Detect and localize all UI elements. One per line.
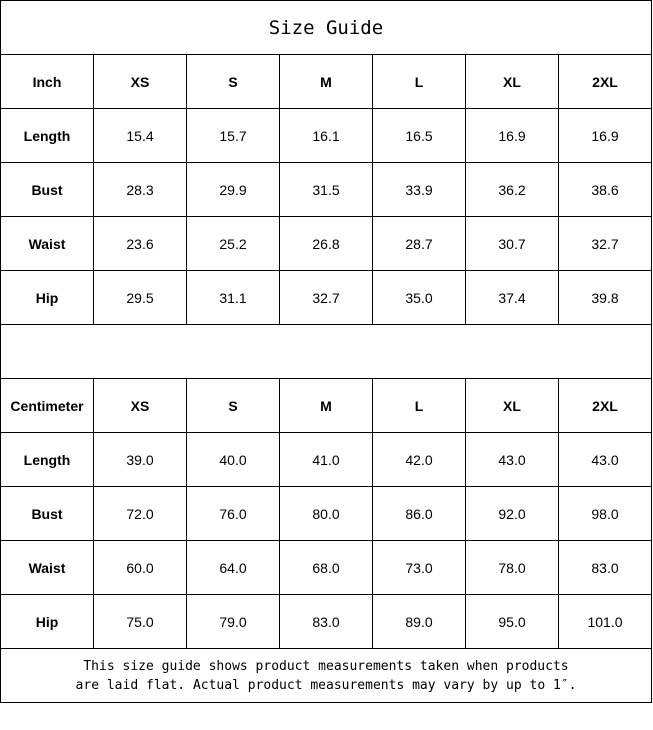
size-header: L: [372, 378, 466, 433]
table-row: Hip 29.5 31.1 32.7 35.0 37.4 39.8: [0, 270, 652, 325]
size-header: XS: [93, 378, 187, 433]
measurement-value: 29.5: [93, 270, 187, 325]
measurement-value: 83.0: [279, 594, 373, 649]
measurement-label: Waist: [0, 216, 94, 271]
centimeter-header-row: Centimeter XS S M L XL 2XL: [0, 378, 652, 433]
size-header: 2XL: [558, 378, 652, 433]
table-row: Length 39.0 40.0 41.0 42.0 43.0 43.0: [0, 432, 652, 487]
measurement-value: 75.0: [93, 594, 187, 649]
measurement-value: 37.4: [465, 270, 559, 325]
measurement-value: 101.0: [558, 594, 652, 649]
size-header: 2XL: [558, 54, 652, 109]
measurement-value: 95.0: [465, 594, 559, 649]
measurement-value: 89.0: [372, 594, 466, 649]
measurement-value: 23.6: [93, 216, 187, 271]
measurement-value: 15.7: [186, 108, 280, 163]
table-title: Size Guide: [0, 0, 652, 55]
size-header: L: [372, 54, 466, 109]
measurement-value: 28.3: [93, 162, 187, 217]
size-header: M: [279, 378, 373, 433]
measurement-value: 79.0: [186, 594, 280, 649]
measurement-label: Length: [0, 108, 94, 163]
measurement-value: 43.0: [558, 432, 652, 487]
measurement-value: 16.5: [372, 108, 466, 163]
measurement-value: 76.0: [186, 486, 280, 541]
measurement-value: 35.0: [372, 270, 466, 325]
measurement-label: Hip: [0, 270, 94, 325]
measurement-value: 39.8: [558, 270, 652, 325]
measurement-value: 32.7: [279, 270, 373, 325]
measurement-value: 41.0: [279, 432, 373, 487]
measurement-value: 32.7: [558, 216, 652, 271]
size-guide-table: Size Guide Inch XS S M L XL 2XL Length 15.4 15.7 1…: [0, 0, 652, 703]
note-line: This size guide shows product measuremen…: [83, 658, 569, 674]
measurement-value: 68.0: [279, 540, 373, 595]
spacer-row: [0, 324, 652, 379]
measurement-value: 83.0: [558, 540, 652, 595]
measurement-label: Waist: [0, 540, 94, 595]
size-header: M: [279, 54, 373, 109]
measurement-value: 78.0: [465, 540, 559, 595]
size-header: S: [186, 378, 280, 433]
measurement-value: 25.2: [186, 216, 280, 271]
table-row: Length 15.4 15.7 16.1 16.5 16.9 16.9: [0, 108, 652, 163]
measurement-value: 30.7: [465, 216, 559, 271]
size-header: XS: [93, 54, 187, 109]
measurement-value: 98.0: [558, 486, 652, 541]
measurement-value: 92.0: [465, 486, 559, 541]
measurement-label: Bust: [0, 162, 94, 217]
table-row: Bust 72.0 76.0 80.0 86.0 92.0 98.0: [0, 486, 652, 541]
note-row: This size guide shows product measuremen…: [0, 648, 652, 703]
measurement-value: 29.9: [186, 162, 280, 217]
table-row: Waist 23.6 25.2 26.8 28.7 30.7 32.7: [0, 216, 652, 271]
measurement-value: 16.9: [465, 108, 559, 163]
unit-label: Inch: [0, 54, 94, 109]
note-line: are laid flat. Actual product measuremen…: [75, 677, 577, 693]
size-header: XL: [465, 378, 559, 433]
measurement-value: 60.0: [93, 540, 187, 595]
measurement-value: 40.0: [186, 432, 280, 487]
measurement-value: 39.0: [93, 432, 187, 487]
measurement-value: 38.6: [558, 162, 652, 217]
measurement-value: 31.1: [186, 270, 280, 325]
measurement-value: 73.0: [372, 540, 466, 595]
measurement-value: 36.2: [465, 162, 559, 217]
measurement-label: Length: [0, 432, 94, 487]
spacer-cell: [0, 324, 652, 379]
measurement-note: This size guide shows product measuremen…: [0, 648, 652, 703]
measurement-value: 33.9: [372, 162, 466, 217]
measurement-value: 16.1: [279, 108, 373, 163]
table-row: Waist 60.0 64.0 68.0 73.0 78.0 83.0: [0, 540, 652, 595]
measurement-value: 26.8: [279, 216, 373, 271]
size-header: S: [186, 54, 280, 109]
measurement-value: 15.4: [93, 108, 187, 163]
measurement-value: 28.7: [372, 216, 466, 271]
measurement-label: Hip: [0, 594, 94, 649]
measurement-value: 64.0: [186, 540, 280, 595]
table-row: Bust 28.3 29.9 31.5 33.9 36.2 38.6: [0, 162, 652, 217]
measurement-value: 43.0: [465, 432, 559, 487]
measurement-value: 31.5: [279, 162, 373, 217]
measurement-value: 42.0: [372, 432, 466, 487]
measurement-value: 72.0: [93, 486, 187, 541]
measurement-label: Bust: [0, 486, 94, 541]
unit-label: Centimeter: [0, 378, 94, 433]
measurement-value: 16.9: [558, 108, 652, 163]
table-row: Hip 75.0 79.0 83.0 89.0 95.0 101.0: [0, 594, 652, 649]
measurement-value: 86.0: [372, 486, 466, 541]
measurement-value: 80.0: [279, 486, 373, 541]
size-header: XL: [465, 54, 559, 109]
inch-header-row: Inch XS S M L XL 2XL: [0, 54, 652, 109]
